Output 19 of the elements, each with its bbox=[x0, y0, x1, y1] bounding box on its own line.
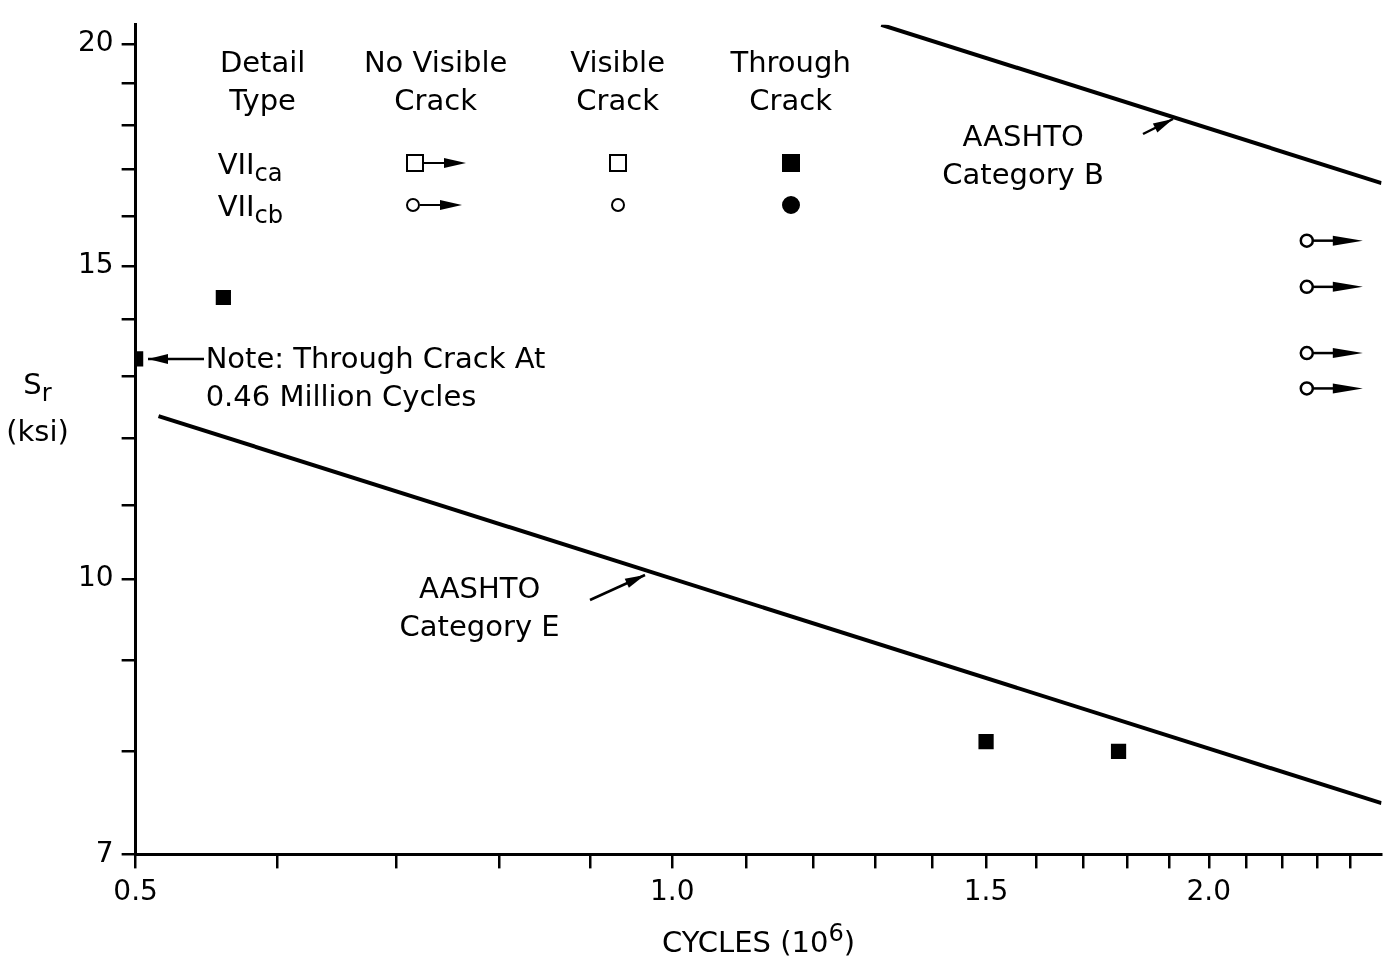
annotation: AASHTO Category E bbox=[398, 570, 561, 646]
annotation: Detail Type bbox=[218, 43, 307, 119]
y-tick-label: 7 bbox=[95, 835, 114, 869]
x-tick-label: 2.0 bbox=[1186, 874, 1232, 908]
annotation: Note: Through Crack At 0.46 Million Cycles bbox=[205, 339, 547, 415]
x-tick-label: 1.0 bbox=[649, 874, 695, 908]
x-axis-title: CYCLES (10$^{6}$) bbox=[660, 918, 857, 961]
annotation: VII$_{cb}$ bbox=[217, 187, 285, 231]
annotation: AASHTO Category B bbox=[941, 117, 1105, 193]
y-axis-title: S$_{r}$ (ksi) bbox=[5, 365, 70, 450]
y-tick-label: 20 bbox=[77, 25, 114, 59]
y-tick-label: 15 bbox=[77, 247, 114, 281]
annotation: Through Crack bbox=[729, 43, 852, 119]
annotation: Visible Crack bbox=[569, 43, 666, 119]
x-tick-label: 1.5 bbox=[963, 874, 1009, 908]
x-tick-label: 0.5 bbox=[113, 874, 158, 908]
annotation: No Visible Crack bbox=[362, 43, 509, 119]
annotation: VII$_{ca}$ bbox=[217, 146, 283, 187]
y-tick-label: 10 bbox=[77, 560, 114, 594]
